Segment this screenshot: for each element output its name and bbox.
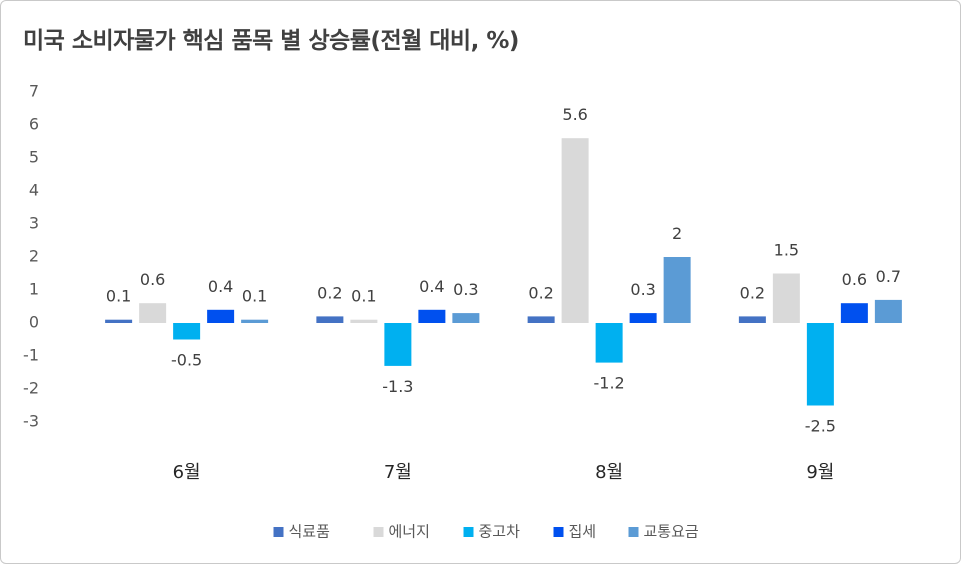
y-tick-label: 5 [29, 148, 39, 167]
legend-label-에너지: 에너지 [389, 523, 430, 541]
data-label: 0.2 [317, 283, 342, 302]
bar-에너지-8월 [561, 138, 589, 323]
bar-교통요금-9월 [874, 299, 902, 323]
y-tick-label: 7 [29, 82, 39, 101]
y-tick-label: -2 [23, 379, 39, 398]
y-tick-label: -1 [23, 346, 39, 365]
chart-title: 미국 소비자물가 핵심 품목 별 상승률(전월 대비, %) [23, 28, 519, 54]
data-label: 0.7 [876, 267, 901, 286]
legend-label-교통요금: 교통요금 [644, 523, 699, 541]
legend-label-집세: 집세 [569, 523, 597, 541]
bar-중고차-8월 [595, 323, 623, 363]
y-tick-label: 1 [29, 280, 39, 299]
bar-교통요금-7월 [452, 313, 480, 323]
bar-집세-8월 [629, 313, 657, 323]
data-label: -1.3 [382, 377, 413, 396]
data-label: 0.1 [106, 287, 131, 306]
bar-식료품-9월 [738, 316, 766, 323]
bar-집세-6월 [207, 309, 235, 323]
legend-swatch-에너지 [373, 527, 384, 537]
x-category-label: 8월 [595, 462, 623, 483]
bar-집세-7월 [418, 309, 446, 323]
y-tick-label: -3 [23, 412, 39, 431]
data-label: -2.5 [805, 417, 836, 436]
x-category-label: 7월 [384, 462, 412, 483]
y-tick-label: 3 [29, 214, 39, 233]
legend-swatch-집세 [553, 527, 564, 537]
data-label: 0.2 [528, 283, 553, 302]
x-category-label: 9월 [806, 462, 834, 483]
legend-swatch-교통요금 [628, 527, 639, 537]
bar-중고차-9월 [806, 323, 834, 406]
y-tick-label: 4 [29, 181, 39, 200]
data-label: -0.5 [171, 351, 202, 370]
data-label: 0.6 [140, 270, 165, 289]
data-label: 0.2 [740, 283, 765, 302]
bar-식료품-6월 [105, 319, 133, 323]
data-label: 0.6 [842, 270, 867, 289]
bar-식료품-8월 [527, 316, 555, 323]
y-tick-label: 2 [29, 247, 39, 266]
data-label: 0.1 [351, 287, 376, 306]
data-label: 0.1 [242, 287, 267, 306]
bar-집세-9월 [840, 303, 868, 323]
y-tick-label: 0 [29, 313, 39, 332]
bar-교통요금-6월 [241, 319, 269, 323]
data-label: 2 [672, 224, 682, 243]
data-label: 0.3 [453, 280, 478, 299]
data-label: 0.4 [208, 277, 233, 296]
legend-swatch-중고차 [463, 527, 474, 537]
bar-에너지-9월 [772, 273, 800, 323]
data-label: 0.3 [630, 280, 655, 299]
legend-swatch-식료품 [273, 527, 284, 537]
bar-중고차-6월 [173, 323, 201, 340]
data-label: 0.4 [419, 277, 444, 296]
y-tick-label: 6 [29, 115, 39, 134]
legend-label-중고차: 중고차 [479, 523, 521, 541]
bar-식료품-7월 [316, 316, 344, 323]
bar-교통요금-8월 [663, 257, 691, 323]
bar-에너지-6월 [139, 303, 167, 323]
data-label: 5.6 [562, 105, 587, 124]
x-category-label: 6월 [173, 462, 201, 483]
data-label: -1.2 [594, 374, 625, 393]
legend-label-식료품: 식료품 [289, 523, 330, 541]
data-label: 1.5 [774, 241, 799, 260]
bar-에너지-7월 [350, 319, 378, 323]
bar-중고차-7월 [384, 323, 412, 366]
